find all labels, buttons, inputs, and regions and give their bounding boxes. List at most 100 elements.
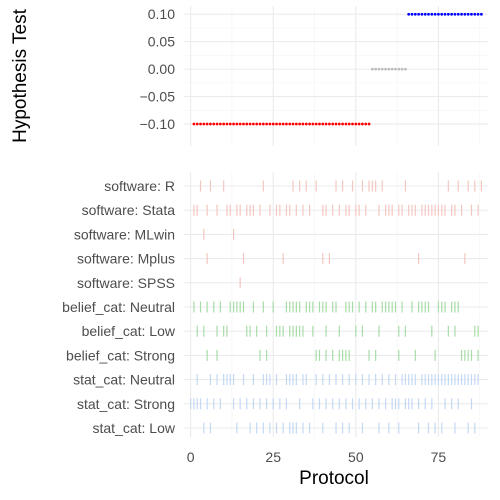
data-point [298,122,302,126]
data-point [222,122,226,126]
data-point [370,67,374,71]
data-point [285,122,288,126]
data-point [324,122,328,126]
data-point [341,122,345,126]
category-label: stat_cat: Neutral [73,372,175,388]
data-point [288,122,292,126]
data-point [215,122,219,126]
data-point [390,67,394,71]
category-label: belief_cat: Low [82,323,176,339]
y-tick-label: 0.10 [148,6,175,22]
category-label: software: MLwin [74,226,175,242]
data-point [245,122,249,126]
data-point [242,122,245,126]
data-point [400,67,404,71]
data-point [430,12,434,16]
data-point [308,122,311,126]
data-point [433,12,437,16]
data-point [347,122,351,126]
data-point [255,122,259,126]
data-point [420,12,424,16]
data-point [413,12,417,16]
y-tick-label: 0.05 [148,34,175,50]
data-point [268,122,272,126]
data-point [473,12,477,16]
data-point [380,67,384,71]
data-point [195,122,199,126]
category-label: software: SPSS [77,275,175,291]
data-point [394,67,397,71]
data-point [265,122,269,126]
data-point [202,122,206,126]
data-point [192,122,196,126]
data-point [228,122,232,126]
x-tick-label: 50 [348,449,364,465]
data-point [199,122,202,126]
category-label: stat_cat: Low [93,420,176,436]
y-tick-label: −0.10 [140,116,176,132]
data-point [387,67,391,71]
data-point [423,12,427,16]
y-axis-title: Hypothesis Test [10,8,31,142]
data-point [281,122,285,126]
category-label: software: R [104,178,175,194]
data-point [258,122,262,126]
data-point [437,12,440,16]
data-point [232,122,235,126]
data-point [271,122,275,126]
data-point [463,12,467,16]
data-point [384,67,387,71]
data-point [479,12,483,16]
data-point [460,12,463,16]
data-point [218,122,222,126]
data-point [321,122,325,126]
data-point [251,122,255,126]
data-point [476,12,480,16]
data-point [278,122,282,126]
data-point [225,122,229,126]
data-point [334,122,338,126]
data-point [443,12,447,16]
data-point [301,122,305,126]
data-point [304,122,308,126]
data-point [446,12,450,16]
data-point [417,12,421,16]
data-point [427,12,430,16]
data-point [344,122,348,126]
data-point [377,67,381,71]
data-point [318,122,321,126]
category-label: software: Mplus [77,251,175,267]
hypothesis-test-panel: −0.10 −0.05 0.00 0.05 0.10 [140,6,488,146]
x-tick-label: 25 [265,449,281,465]
data-point [361,122,364,126]
category-label: stat_cat: Strong [77,396,175,412]
data-point [456,12,460,16]
data-point [351,122,354,126]
data-point [311,122,315,126]
data-point [374,67,378,71]
data-point [466,12,470,16]
data-point [212,122,216,126]
y-tick-label: 0.00 [148,61,175,77]
data-point [275,122,278,126]
data-point [248,122,252,126]
data-point [354,122,358,126]
data-point [470,12,473,16]
y-tick-label: −0.05 [140,89,176,105]
data-point [331,122,335,126]
data-point [314,122,318,126]
x-tick-label: 0 [187,449,195,465]
data-point [407,12,411,16]
data-point [357,122,361,126]
data-point [367,122,371,126]
category-rug-panel: software: R software: Stata software: MLwi… [62,172,488,465]
category-label: belief_cat: Strong [66,347,175,363]
data-point [450,12,454,16]
data-point [364,122,368,126]
data-point [327,122,331,126]
data-point [440,12,444,16]
x-axis-title: Protocol [299,468,369,489]
data-point [337,122,341,126]
data-point [410,12,414,16]
